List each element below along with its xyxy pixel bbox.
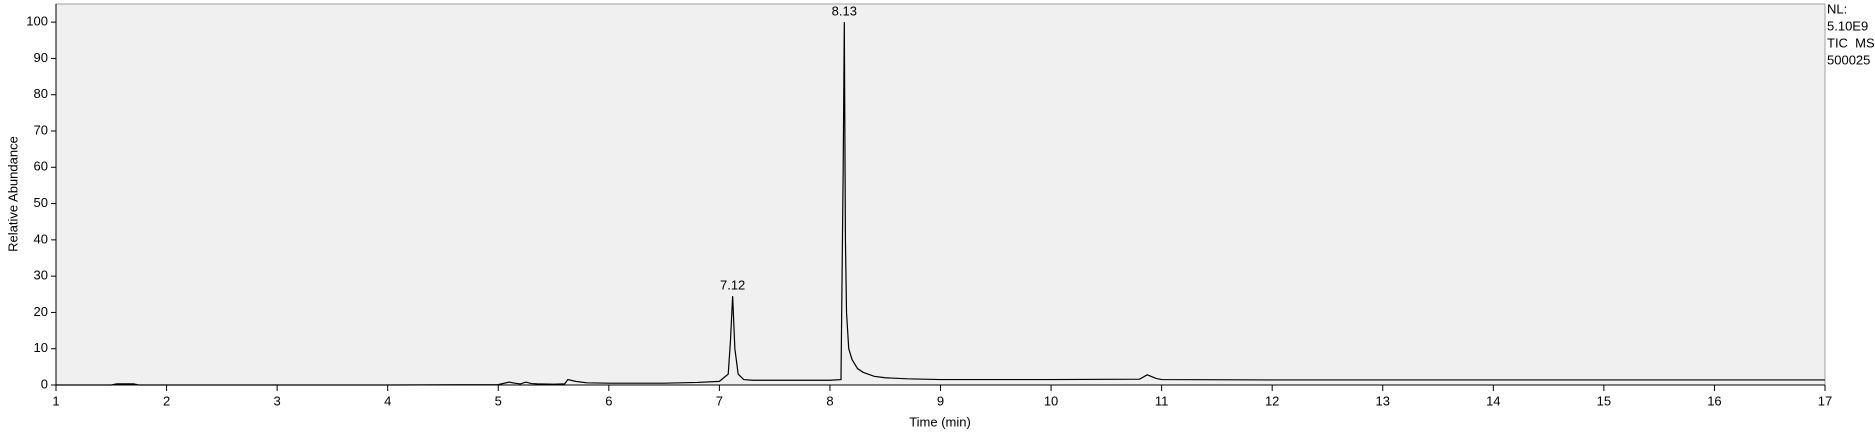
side-text: TIC MS [1827,35,1875,50]
x-tick-label: 6 [605,393,612,408]
y-tick-label: 50 [34,195,48,210]
y-tick-label: 70 [34,122,48,137]
x-tick-label: 9 [937,393,944,408]
x-tick-label: 5 [495,393,502,408]
x-tick-label: 8 [826,393,833,408]
x-tick-label: 3 [274,393,281,408]
y-tick-label: 20 [34,304,48,319]
x-tick-label: 7 [716,393,723,408]
y-tick-label: 40 [34,231,48,246]
x-tick-label: 4 [384,393,391,408]
x-tick-label: 16 [1707,393,1721,408]
y-tick-label: 100 [26,14,48,29]
x-tick-label: 12 [1265,393,1279,408]
x-tick-label: 1 [52,393,59,408]
y-axis-title: Relative Abundance [5,136,20,252]
x-tick-label: 2 [163,393,170,408]
y-tick-label: 30 [34,268,48,283]
x-tick-label: 13 [1376,393,1390,408]
side-text: 5.10E9 [1827,18,1868,33]
plot-area [55,3,1826,386]
y-tick-label: 10 [34,340,48,355]
x-tick-label: 14 [1486,393,1500,408]
y-tick-label: 90 [34,50,48,65]
peak-label: 7.12 [720,278,745,293]
x-tick-label: 11 [1155,393,1169,408]
y-tick-label: 60 [34,159,48,174]
x-axis-title: Time (min) [909,414,971,429]
trace [56,22,1825,386]
peak-label: 8.13 [832,4,857,19]
y-tick-label: 0 [41,376,48,391]
x-tick-label: 10 [1044,393,1058,408]
side-text: 500025 [1827,52,1870,67]
x-tick-label: 17 [1818,393,1832,408]
x-tick-label: 15 [1597,393,1611,408]
y-tick-label: 80 [34,86,48,101]
side-text: NL: [1827,1,1847,16]
